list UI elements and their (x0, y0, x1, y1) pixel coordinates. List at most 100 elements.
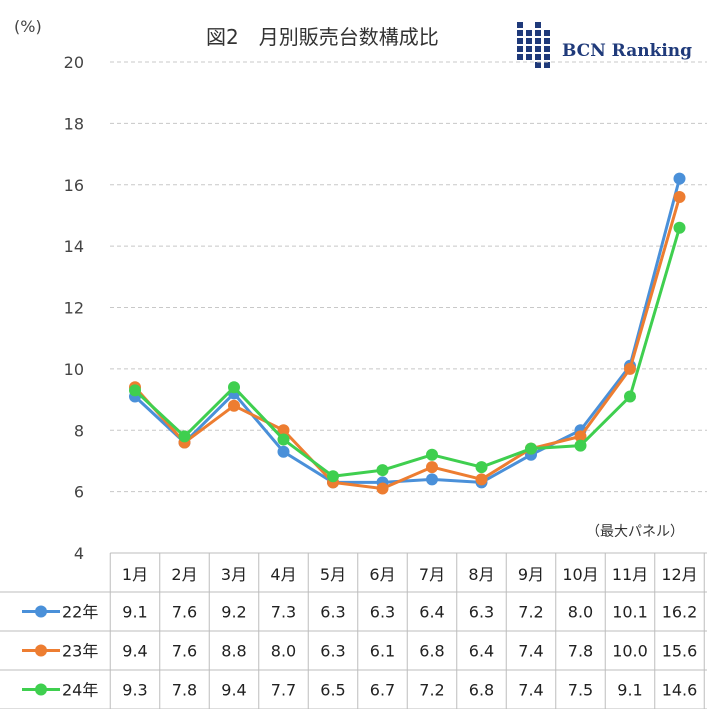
y-tick-label: 12 (64, 299, 84, 318)
data-point (673, 172, 686, 185)
data-point (525, 442, 537, 455)
table-cell: 16.2 (662, 603, 698, 622)
x-tick-label: 5月 (320, 565, 346, 584)
logo-square (517, 22, 523, 28)
table-cell: 8.8 (221, 642, 246, 661)
data-point (574, 430, 587, 443)
table-cell: 6.3 (469, 603, 494, 622)
table-cell: 9.3 (122, 681, 147, 700)
table-cell: 6.3 (320, 603, 345, 622)
x-tick-label: 12月 (661, 565, 697, 584)
data-point (277, 445, 290, 458)
x-tick-label: 3月 (221, 565, 247, 584)
table-cell: 7.3 (271, 603, 296, 622)
data-point (178, 430, 191, 443)
data-point (673, 221, 686, 234)
data-point (426, 461, 438, 474)
data-point (277, 424, 290, 437)
x-tick-label: 10月 (562, 565, 598, 584)
y-tick-label: 6 (74, 483, 84, 502)
y-tick-label: 4 (74, 544, 84, 563)
table-cell: 6.3 (320, 642, 345, 661)
table-cell: 9.1 (122, 603, 147, 622)
series-lines (129, 172, 686, 495)
data-point (426, 473, 438, 486)
data-point (327, 470, 339, 483)
logo-square (535, 62, 541, 68)
series-line (133, 196, 681, 491)
data-point (475, 461, 488, 474)
logo-square (526, 30, 532, 36)
table-cell: 10.1 (612, 603, 648, 622)
data-point (574, 439, 587, 452)
x-tick-label: 4月 (270, 565, 296, 584)
legend-marker (35, 644, 47, 657)
x-tick-label: 2月 (171, 565, 197, 584)
logo-text: BCN Ranking (562, 41, 692, 61)
series-line (133, 227, 681, 478)
table-cell: 6.4 (419, 603, 444, 622)
logo-square (517, 46, 523, 52)
chart-title: 図2 月別販売台数構成比 (206, 25, 439, 49)
table-cell: 6.8 (419, 642, 444, 661)
legend-marker (35, 683, 47, 696)
table-cell: 8.0 (271, 642, 296, 661)
logo-square (535, 54, 541, 60)
data-point (376, 464, 389, 477)
table-cell: 10.0 (612, 642, 648, 661)
logo-grid-icon (517, 22, 550, 68)
data-point (129, 384, 141, 397)
y-tick-label: 10 (64, 360, 84, 379)
data-point (673, 191, 686, 204)
logo-square (535, 30, 541, 36)
data-point (376, 482, 389, 495)
logo-square (544, 46, 550, 52)
y-tick-label: 16 (64, 176, 84, 195)
data-point (277, 433, 290, 446)
x-tick-label: 7月 (419, 565, 445, 584)
table-cell: 6.1 (370, 642, 395, 661)
logo-square (544, 62, 550, 68)
legend-label: 24年 (62, 681, 98, 700)
y-tick-labels: 4 6 8 10 12 14 16 18 20 (64, 53, 84, 563)
data-point (228, 399, 240, 412)
legend-label: 23年 (62, 642, 98, 661)
table-cell: 9.2 (221, 603, 246, 622)
table-cell: 7.4 (518, 681, 543, 700)
logo-square (535, 22, 541, 28)
logo-square (526, 54, 532, 60)
data-point (624, 362, 636, 375)
logo-square (544, 38, 550, 44)
logo-square (526, 46, 532, 52)
gridlines (110, 61, 707, 493)
logo-square (535, 38, 541, 44)
legend-label: 22年 (62, 603, 98, 622)
data-table: 1月 2月 3月 4月 5月 6月 7月 8月 9月 10月 11月 12月 22年 9.1 7.6 9.2 7… (0, 552, 707, 709)
table-cell: 15.6 (662, 642, 698, 661)
data-point (624, 390, 636, 403)
x-tick-label: 6月 (369, 565, 395, 584)
y-axis-label: (%) (14, 17, 42, 36)
table-cell: 7.8 (568, 642, 593, 661)
logo-square (517, 54, 523, 60)
table-cell: 7.6 (172, 603, 197, 622)
logo-square (544, 30, 550, 36)
y-tick-label: 14 (64, 237, 84, 256)
table-cell: 7.2 (518, 603, 543, 622)
logo-square (544, 54, 550, 60)
y-tick-label: 8 (74, 421, 84, 440)
table-cell: 6.4 (469, 642, 494, 661)
table-cell: 9.1 (617, 681, 642, 700)
series-line (133, 178, 681, 484)
table-cell: 6.3 (370, 603, 395, 622)
table-cell: 8.0 (568, 603, 593, 622)
table-cell: 6.7 (370, 681, 395, 700)
table-cell: 7.7 (271, 681, 296, 700)
logo-square (535, 46, 541, 52)
logo-square (517, 30, 523, 36)
table-cell: 14.6 (662, 681, 698, 700)
table-cell: 7.8 (172, 681, 197, 700)
x-tick-label: 11月 (612, 565, 648, 584)
table-cell: 7.4 (518, 642, 543, 661)
table-cell: 7.2 (419, 681, 444, 700)
